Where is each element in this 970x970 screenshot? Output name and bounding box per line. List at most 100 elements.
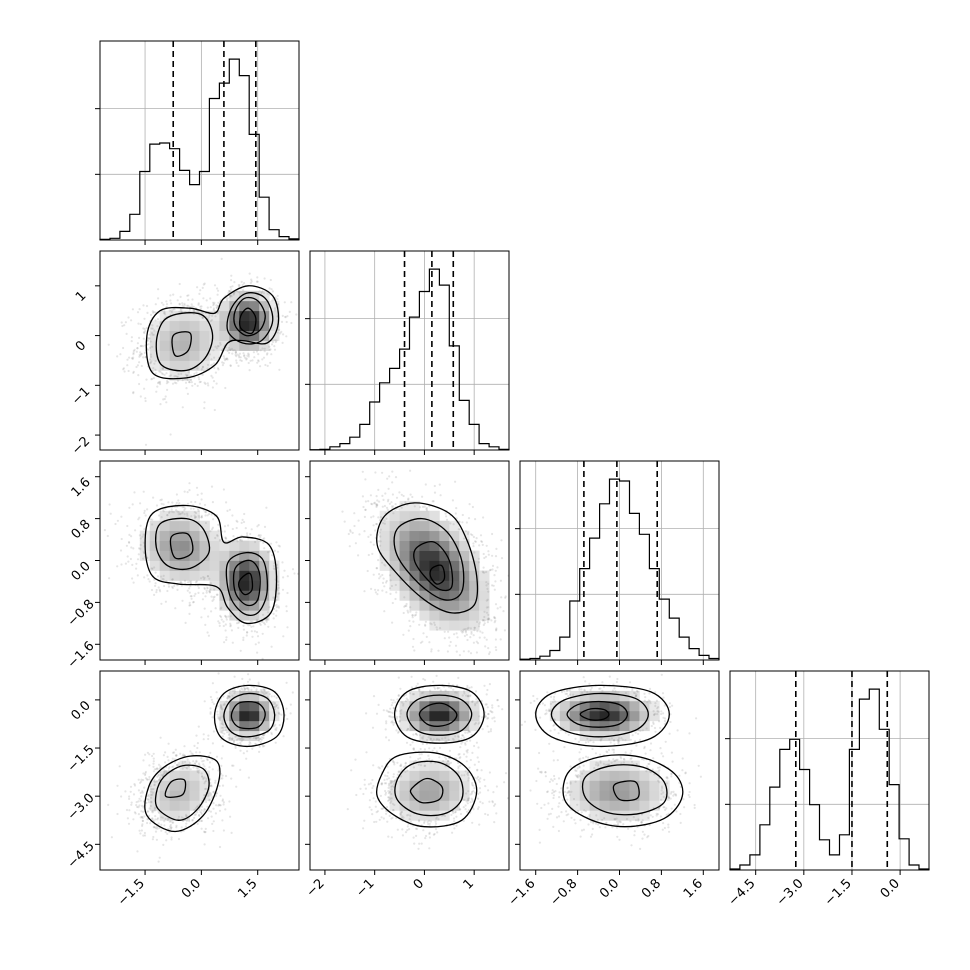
density-2-1 — [379, 500, 490, 631]
scatter-point — [107, 803, 110, 807]
scatter-point — [673, 793, 676, 796]
scatter-point — [417, 763, 420, 766]
scatter-point — [155, 768, 158, 771]
scatter-point — [657, 766, 660, 769]
scatter-point — [154, 372, 157, 375]
scatter-point — [443, 637, 446, 640]
scatter-point — [200, 514, 203, 518]
scatter-point — [245, 634, 248, 637]
scatter-point — [224, 386, 227, 390]
scatter-point — [494, 638, 497, 641]
scatter-point — [546, 817, 549, 820]
scatter-point — [395, 817, 398, 820]
scatter-point — [467, 799, 470, 802]
scatter-point — [124, 562, 127, 565]
scatter-point — [166, 755, 169, 759]
contour-line — [406, 694, 473, 736]
scatter-point — [193, 309, 196, 312]
scatter-point — [391, 601, 394, 605]
scatter-point — [637, 819, 640, 822]
scatter-point — [552, 724, 555, 727]
scatter-point — [380, 782, 384, 785]
density-cell — [459, 720, 470, 732]
scatter-point — [254, 540, 257, 544]
scatter-point — [412, 747, 415, 750]
scatter-point — [262, 538, 265, 541]
contour-line — [393, 517, 465, 601]
scatter-point — [381, 589, 384, 592]
scatter-point — [153, 780, 156, 783]
scatter-point — [160, 823, 163, 826]
scatter-point — [374, 471, 377, 474]
scatter-point — [195, 751, 198, 754]
scatter-point — [660, 785, 664, 788]
scatter-point — [363, 590, 366, 593]
density-cell — [249, 290, 260, 302]
scatter-point — [195, 580, 198, 583]
scatter-point — [392, 775, 395, 778]
scatter-point — [224, 729, 227, 732]
scatter-point — [212, 596, 215, 599]
scatter-point — [413, 614, 416, 617]
scatter-point — [404, 762, 407, 765]
scatter-point — [162, 303, 165, 306]
density-cell — [189, 560, 200, 571]
density-cell — [579, 770, 591, 781]
scatter-point — [669, 792, 673, 795]
density-cell — [439, 800, 450, 811]
scatter-point — [218, 784, 221, 788]
scatter-point — [463, 634, 466, 638]
scatter-point — [634, 731, 637, 734]
scatter-point — [270, 731, 273, 735]
scatter-point — [443, 630, 446, 633]
scatter-point — [424, 764, 427, 767]
scatter-point — [197, 303, 200, 306]
scatter-point — [147, 578, 150, 581]
scatter-point — [383, 610, 386, 613]
scatter-point — [261, 691, 265, 695]
scatter-point — [150, 332, 153, 335]
density-cell — [199, 340, 210, 351]
scatter-point — [427, 736, 430, 739]
scatter-point — [533, 699, 536, 703]
scatter-point — [589, 820, 593, 824]
scatter-point — [483, 610, 486, 613]
scatter-point — [152, 762, 155, 765]
scatter-point — [178, 302, 181, 305]
panel-frame-0-0 — [99, 40, 300, 241]
scatter-point — [640, 813, 644, 816]
scatter-point — [478, 787, 482, 790]
scatter-point — [143, 576, 146, 579]
scatter-point — [544, 771, 547, 774]
scatter-point — [472, 535, 475, 539]
scatter-point — [413, 505, 416, 508]
scatter-point — [487, 582, 490, 585]
scatter-point — [126, 817, 129, 820]
scatter-point — [402, 816, 405, 819]
density-cell — [249, 710, 260, 722]
scatter-point — [175, 501, 178, 504]
scatter-point — [467, 777, 470, 780]
scatter-point — [197, 766, 200, 770]
scatter-point — [180, 826, 183, 829]
scatter-point — [406, 698, 409, 702]
scatter-point — [193, 594, 196, 598]
scatter-point — [268, 287, 271, 290]
scatter-point — [194, 807, 197, 810]
scatter-point — [425, 508, 428, 511]
scatter-point — [137, 518, 140, 521]
scatter-point — [228, 732, 231, 736]
scatter-point — [220, 706, 223, 709]
scatter-point — [225, 501, 228, 504]
scatter-point — [177, 815, 181, 818]
scatter-point — [209, 810, 212, 813]
scatter-point — [146, 818, 149, 821]
scatter-point — [591, 827, 594, 831]
scatter-point — [473, 787, 476, 790]
scatter-point — [225, 638, 228, 642]
scatter-point — [379, 516, 383, 519]
scatter-point — [158, 588, 161, 592]
scatter-point — [369, 494, 372, 497]
scatter-point — [138, 534, 141, 537]
scatter-point — [193, 808, 196, 812]
